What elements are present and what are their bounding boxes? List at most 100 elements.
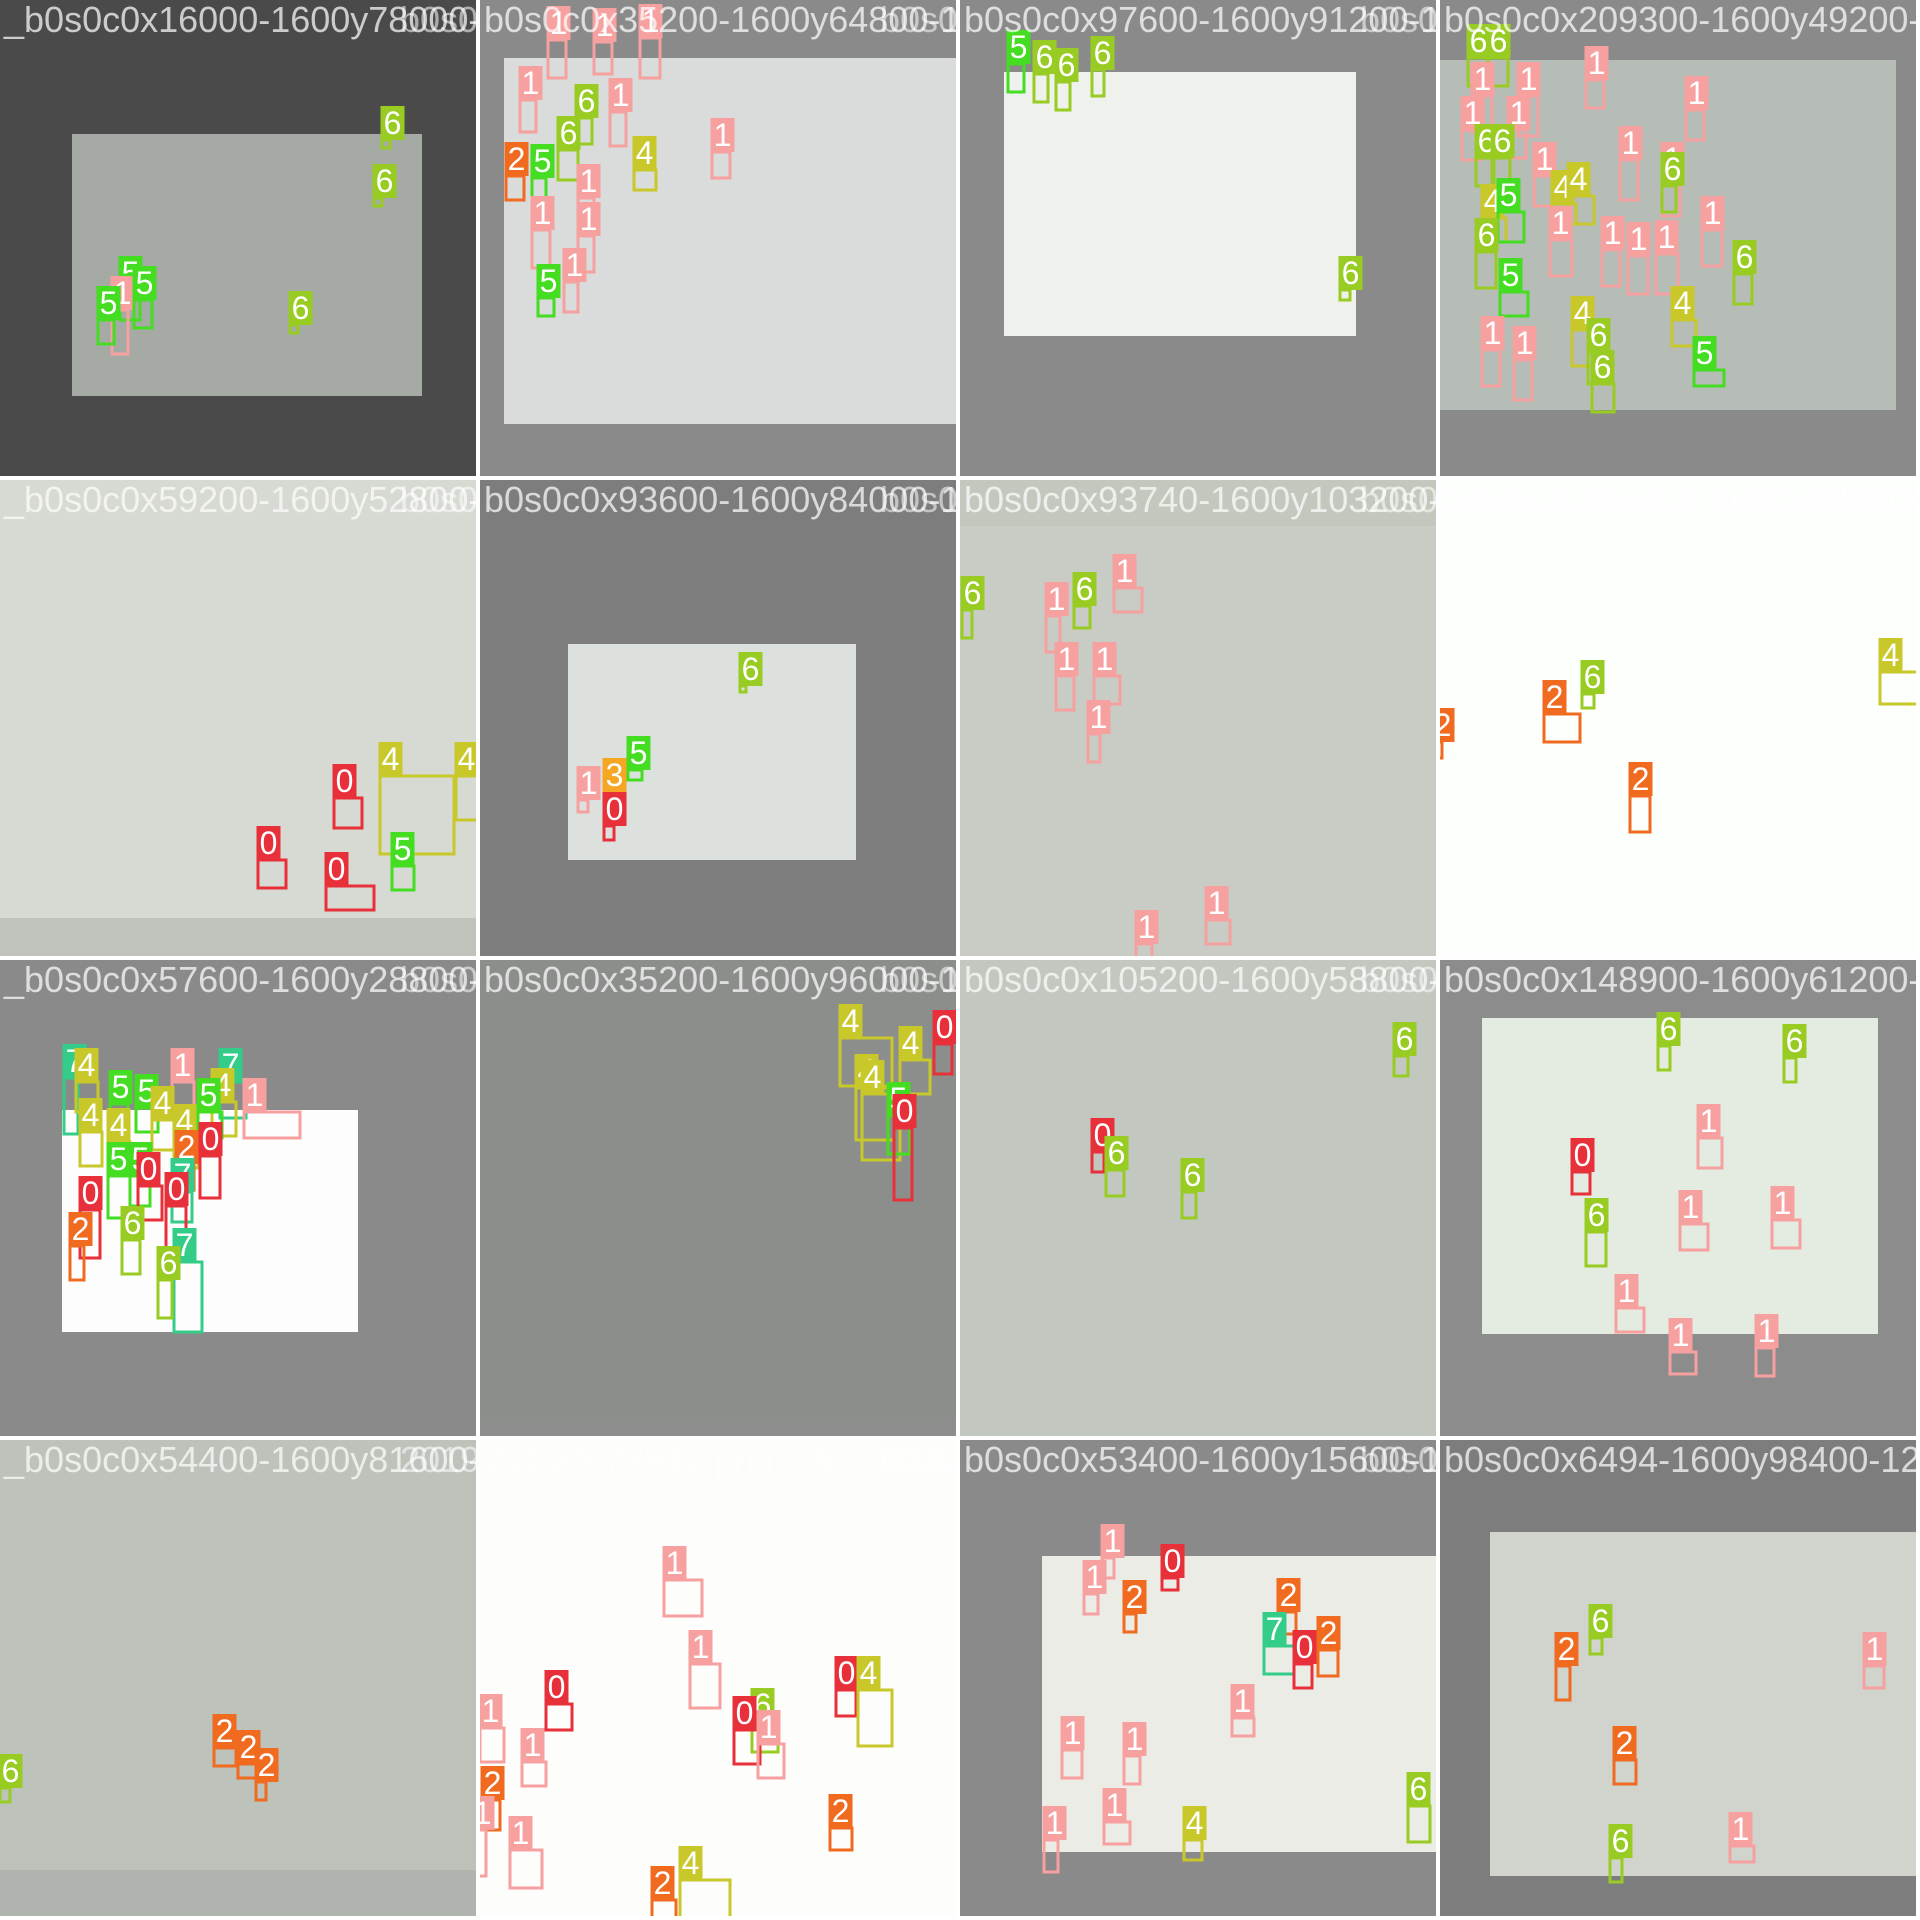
tile-1-box-10-tag [530, 144, 555, 178]
tile-14-box-2 [1082, 1592, 1100, 1616]
tile-0-box-2-label: 6 [292, 290, 310, 326]
tile-1-box-14 [536, 296, 556, 318]
tile-1-box-10-label: 5 [534, 143, 552, 179]
tile-13-box-12 [508, 1848, 544, 1890]
tile-6-box-4 [1054, 674, 1076, 712]
tile-14-box-11-tag [1102, 1788, 1127, 1822]
tile-14-box-0-label: 1 [1104, 1523, 1122, 1559]
tile-1-box-1-label: 1 [596, 7, 614, 43]
tile-14-box-2-label: 1 [1086, 1559, 1104, 1595]
tile-14-box-12-tag [1042, 1806, 1067, 1840]
tile-4-box-1-label: 4 [458, 741, 476, 777]
tile-3-box-5-label: 1 [1688, 75, 1706, 111]
tile-11-box-1 [1782, 1056, 1798, 1084]
tile-7-box-4 [1628, 794, 1652, 834]
tile-4-box-5-tag [390, 832, 415, 866]
tile-9-box-4-label: 4 [864, 1059, 882, 1095]
tile-6-box-6 [1086, 732, 1102, 764]
tile-3-box-20-label: 1 [1630, 221, 1648, 257]
tile-0-box-1 [372, 196, 384, 208]
tile-0-box-1-label: 6 [376, 163, 394, 199]
tile-12-box-3-tag [254, 1748, 279, 1782]
tile-5-box-0-label: 6 [742, 651, 760, 687]
tile-14-box-3 [1122, 1612, 1138, 1634]
tile-14-box-13 [1182, 1838, 1204, 1862]
tile-1-box-3 [518, 98, 538, 134]
tile-3-box-32-tag [1590, 350, 1615, 384]
tile-7-image [1440, 480, 1916, 956]
tile-0-box-2 [288, 323, 300, 335]
tile-11-box-9 [1754, 1346, 1776, 1378]
tile-13-box-15-tag [650, 1866, 675, 1900]
tile-13-box-11-label: 1 [480, 1795, 491, 1831]
tile-7-box-2-label: 6 [1584, 659, 1602, 695]
tile-3-box-29 [1480, 348, 1502, 388]
tile-9-box-3-label: 0 [936, 1009, 954, 1045]
tile-1-box-7 [632, 168, 658, 192]
tile-8-box-7 [242, 1110, 302, 1140]
tile-13-box-11 [480, 1828, 488, 1878]
tile-8-box-1-tag [74, 1048, 99, 1082]
tile-3-box-25 [1498, 290, 1530, 318]
tile-5-box-4-label: 0 [606, 791, 624, 827]
tile-2-box-0 [1006, 62, 1026, 94]
tile-6-box-7-tag [1204, 886, 1229, 920]
tile-0-box-1-tag [372, 164, 397, 198]
tile-1-box-2 [638, 36, 662, 80]
tile-8-box-22-label: 6 [124, 1205, 142, 1241]
tile-6-image [960, 526, 1436, 956]
tile-8-box-15-tag [106, 1142, 131, 1176]
tile-1-box-5 [556, 148, 580, 182]
tile-14-box-6-label: 0 [1296, 1629, 1314, 1665]
tile-4-box-3-label: 0 [260, 825, 278, 861]
tile-10-box-3 [1180, 1190, 1198, 1220]
tile-13-box-3-tag [834, 1656, 859, 1690]
tile-14-box-12 [1042, 1838, 1060, 1874]
tile-3-box-15-tag [1496, 178, 1521, 212]
tile-11-box-1-tag [1782, 1024, 1807, 1058]
tile-1-box-0-tag [546, 6, 571, 40]
tile-14-box-0-tag [1100, 1524, 1125, 1558]
tile-14-box-10 [1122, 1754, 1142, 1786]
tile-14-box-5-label: 7 [1266, 1611, 1284, 1647]
tile-3-box-13-tag [1660, 152, 1685, 186]
tile-10-box-2-label: 6 [1108, 1135, 1126, 1171]
tile-6-box-1-tag [1112, 554, 1137, 588]
tile-15-box-2-label: 1 [1866, 1631, 1884, 1667]
tile-14-box-9-label: 1 [1064, 1715, 1082, 1751]
tile-8-box-24 [156, 1278, 174, 1320]
tile-4-box-2-label: 0 [336, 763, 354, 799]
tile-1-box-5-label: 6 [560, 115, 578, 151]
tile-1-box-15-label: 1 [566, 247, 584, 283]
tile-4-box-2 [332, 796, 364, 830]
tile-5-box-0-tag [738, 652, 763, 686]
tile-3-box-9-label: 6 [1494, 123, 1512, 159]
tile-13-box-10-label: 2 [484, 1765, 502, 1801]
tile-14-box-13-label: 4 [1186, 1805, 1204, 1841]
tile-9-box-4-tag [860, 1060, 885, 1094]
tile-2-box-4-tag [1338, 256, 1363, 290]
tile-7-box-0 [1878, 670, 1916, 706]
tile-13-box-6-tag [732, 1696, 757, 1730]
tile-3-box-31-tag [1692, 336, 1717, 370]
tile-8-box-19-tag [164, 1172, 189, 1206]
tile-8-box-21-tag [68, 1212, 93, 1246]
tile-14-box-4-tag [1276, 1578, 1301, 1612]
tile-3-box-27 [1670, 318, 1698, 348]
tile-14-box-7-tag [1316, 1616, 1341, 1650]
tile-15-box-5-label: 1 [1732, 1811, 1750, 1847]
tile-7-box-3-tag [1542, 680, 1567, 714]
tile-13-box-6 [732, 1728, 762, 1766]
tile-2-box-3-label: 6 [1094, 35, 1112, 71]
tile-15-box-4-label: 6 [1612, 1823, 1630, 1859]
tile-7-box-1 [1440, 740, 1444, 760]
tile-8: 7455174144445205570002676 _b0s0c0x57600-… [0, 960, 476, 1436]
tile-3-box-23-tag [1732, 240, 1757, 274]
tile-15-boxes: 62 126 1 [1554, 1603, 1887, 1884]
tile-1-box-1 [592, 40, 614, 76]
